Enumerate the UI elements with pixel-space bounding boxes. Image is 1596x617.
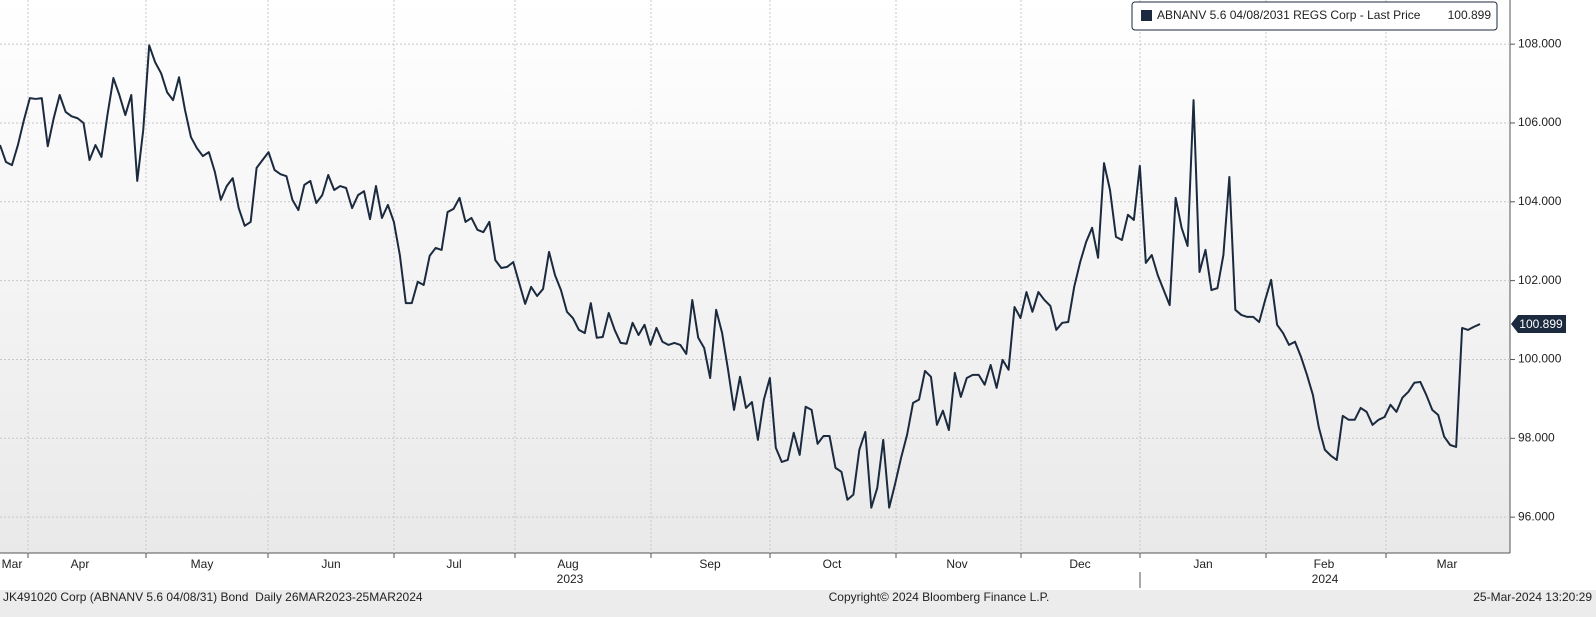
y-tick-label: 108.000	[1518, 36, 1562, 50]
x-tick-label: Nov	[946, 557, 967, 571]
y-tick-label: 104.000	[1518, 194, 1562, 208]
x-tick-label: Jan	[1193, 557, 1212, 571]
footer-left: JK491020 Corp (ABNANV 5.6 04/08/31) Bond…	[3, 590, 423, 604]
x-tick-label: Mar	[2, 557, 23, 571]
legend-label: ABNANV 5.6 04/08/2031 REGS Corp - Last P…	[1157, 8, 1421, 22]
last-price-label: 100.899	[1519, 317, 1563, 331]
x-tick-label: Apr	[71, 557, 90, 571]
legend-swatch	[1141, 10, 1152, 21]
x-tick-label: Feb	[1314, 557, 1335, 571]
x-tick-label: Oct	[823, 557, 842, 571]
x-tick-label: Aug	[557, 557, 578, 571]
footer-right: 25-Mar-2024 13:20:29	[1473, 590, 1592, 604]
x-tick-label: Jul	[446, 557, 461, 571]
x-tick-label: Jun	[321, 557, 340, 571]
price-line	[0, 44, 1481, 509]
x-tick-label: Dec	[1069, 557, 1090, 571]
footer-band	[0, 590, 1596, 617]
plot-area	[0, 0, 1510, 553]
y-tick-label: 100.000	[1518, 352, 1562, 366]
y-tick-label: 106.000	[1518, 115, 1562, 129]
x-tick-label: May	[191, 557, 214, 571]
x-tick-label: Sep	[699, 557, 721, 571]
footer-center: Copyright© 2024 Bloomberg Finance L.P.	[829, 590, 1050, 604]
y-tick-label: 102.000	[1518, 273, 1562, 287]
legend-box	[1131, 1, 1498, 31]
legend: ABNANV 5.6 04/08/2031 REGS Corp - Last P…	[1131, 1, 1498, 31]
y-tick-label: 98.000	[1518, 430, 1555, 444]
y-tick-label: 96.000	[1518, 509, 1555, 523]
year-label: 2023	[557, 572, 584, 586]
year-label: 2024	[1312, 572, 1339, 586]
plot-layer: 96.000 98.000 100.000 102.000 104.000 106.000…	[0, 0, 1566, 586]
last-price-tag	[1511, 315, 1566, 334]
x-tick-label: Mar	[1437, 557, 1458, 571]
legend-last-value: 100.899	[1448, 8, 1492, 22]
